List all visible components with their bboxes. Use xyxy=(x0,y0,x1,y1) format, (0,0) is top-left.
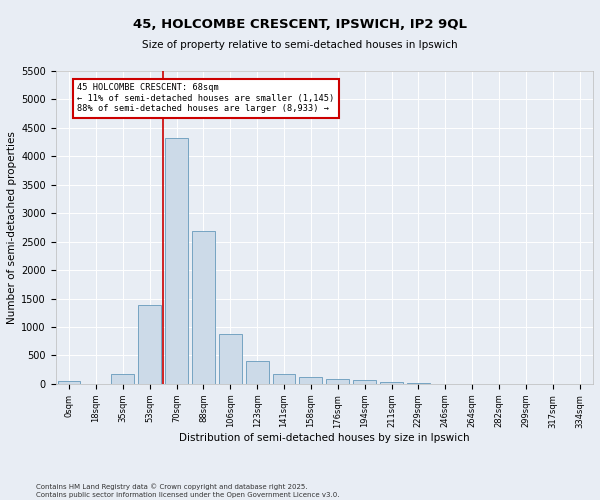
Bar xyxy=(272,374,295,384)
Text: Contains HM Land Registry data © Crown copyright and database right 2025.
Contai: Contains HM Land Registry data © Crown c… xyxy=(36,484,340,498)
Bar xyxy=(299,377,322,384)
Bar xyxy=(58,381,80,384)
Bar xyxy=(326,379,349,384)
Text: Size of property relative to semi-detached houses in Ipswich: Size of property relative to semi-detach… xyxy=(142,40,458,50)
Bar xyxy=(380,382,403,384)
Bar xyxy=(192,232,215,384)
Text: 45 HOLCOMBE CRESCENT: 68sqm
← 11% of semi-detached houses are smaller (1,145)
88: 45 HOLCOMBE CRESCENT: 68sqm ← 11% of sem… xyxy=(77,84,334,114)
Bar xyxy=(246,361,269,384)
Bar xyxy=(138,306,161,384)
X-axis label: Distribution of semi-detached houses by size in Ipswich: Distribution of semi-detached houses by … xyxy=(179,433,470,443)
Bar xyxy=(219,334,242,384)
Bar xyxy=(165,138,188,384)
Text: 45, HOLCOMBE CRESCENT, IPSWICH, IP2 9QL: 45, HOLCOMBE CRESCENT, IPSWICH, IP2 9QL xyxy=(133,18,467,30)
Bar xyxy=(112,374,134,384)
Bar xyxy=(353,380,376,384)
Y-axis label: Number of semi-detached properties: Number of semi-detached properties xyxy=(7,131,17,324)
